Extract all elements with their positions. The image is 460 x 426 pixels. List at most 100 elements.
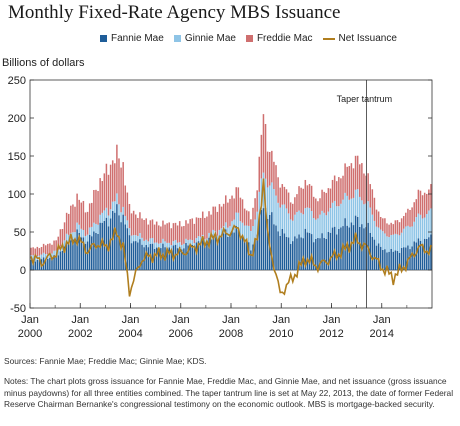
bar-fannie <box>271 212 273 270</box>
bar-fannie <box>225 229 227 270</box>
bar-fannie <box>371 236 374 270</box>
bar-ginnie <box>141 237 143 245</box>
bar-fannie <box>170 249 173 270</box>
bar-freddie <box>44 245 47 255</box>
bar-freddie <box>260 134 263 179</box>
bar-fannie <box>80 237 83 270</box>
bar-ginnie <box>279 207 281 236</box>
bar-fannie <box>386 252 388 270</box>
bar-fannie <box>243 240 246 270</box>
bar-ginnie <box>392 234 395 252</box>
bar-ginnie <box>42 252 45 258</box>
bar-fannie <box>229 235 231 270</box>
bar-fannie <box>304 228 307 270</box>
bar-ginnie <box>126 220 129 229</box>
bar-ginnie <box>158 243 160 249</box>
bar-ginnie <box>361 200 363 225</box>
legend-swatch-freddie <box>245 35 253 42</box>
bar-fannie <box>130 243 133 270</box>
bar-ginnie <box>178 242 181 247</box>
bar-ginnie <box>423 217 426 239</box>
bar-ginnie <box>409 226 411 250</box>
bar-ginnie <box>371 214 374 237</box>
y-tick-label: 250 <box>8 75 26 87</box>
bar-freddie <box>245 210 248 226</box>
x-tick-label-month: Jan <box>373 314 391 326</box>
bar-freddie <box>40 246 43 255</box>
bar-freddie <box>212 206 214 230</box>
bar-freddie <box>195 217 198 239</box>
bar-freddie <box>82 200 85 231</box>
bar-fannie <box>199 242 202 270</box>
bar-freddie <box>415 199 418 218</box>
bar-freddie <box>76 193 78 223</box>
bar-freddie <box>197 217 200 237</box>
bar-fannie <box>162 243 164 270</box>
bar-ginnie <box>168 242 170 248</box>
bar-freddie <box>373 197 376 221</box>
bar-ginnie <box>317 218 319 238</box>
bar-ginnie <box>105 207 108 218</box>
bar-ginnie <box>145 239 147 245</box>
bar-freddie <box>354 155 357 190</box>
bar-freddie <box>361 163 363 201</box>
bar-ginnie <box>413 221 415 242</box>
bar-freddie <box>277 177 279 203</box>
bar-freddie <box>317 201 319 219</box>
bar-fannie <box>88 234 91 270</box>
bar-fannie <box>377 243 380 270</box>
bar-freddie <box>428 189 430 211</box>
bar-fannie <box>340 227 342 270</box>
x-tick-label-month: Jan <box>71 314 89 326</box>
bar-ginnie <box>356 189 359 217</box>
bar-freddie <box>367 173 369 202</box>
bar-ginnie <box>243 225 246 241</box>
bar-ginnie <box>107 215 110 227</box>
bar-fannie <box>415 242 418 270</box>
bar-freddie <box>235 187 237 213</box>
bar-freddie <box>97 191 99 225</box>
bar-freddie <box>331 179 334 203</box>
bar-fannie <box>49 257 51 270</box>
bar-fannie <box>359 226 361 270</box>
bar-fannie <box>193 248 196 270</box>
bar-freddie <box>78 199 80 225</box>
x-tick-label-year: 2000 <box>18 328 42 340</box>
bar-ginnie <box>99 214 101 223</box>
bar-fannie <box>237 229 240 270</box>
bar-ginnie <box>338 206 340 229</box>
legend-label-net: Net Issuance <box>338 33 397 44</box>
bar-freddie <box>93 190 95 223</box>
bar-ginnie <box>271 182 273 213</box>
bar-freddie <box>346 166 348 196</box>
bar-freddie <box>122 162 124 207</box>
bar-fannie <box>369 232 371 270</box>
y-tick-label: 50 <box>14 227 26 239</box>
bar-fannie <box>346 225 348 270</box>
bar-freddie <box>312 196 315 219</box>
bar-fannie <box>78 232 80 270</box>
bar-ginnie <box>359 196 361 227</box>
bar-ginnie <box>294 214 296 237</box>
bar-freddie <box>72 204 74 233</box>
bar-fannie <box>317 237 319 270</box>
bar-ginnie <box>212 229 214 236</box>
bar-freddie <box>204 217 206 240</box>
bar-ginnie <box>348 199 351 228</box>
bar-ginnie <box>32 255 34 261</box>
bar-freddie <box>61 229 64 246</box>
bar-ginnie <box>411 226 413 247</box>
bar-freddie <box>250 219 252 231</box>
bar-freddie <box>126 192 129 221</box>
bar-ginnie <box>390 235 392 249</box>
bar-fannie <box>292 241 294 270</box>
bar-freddie <box>42 243 45 253</box>
bar-fannie <box>308 232 311 270</box>
bar-freddie <box>384 218 386 234</box>
bar-freddie <box>116 144 118 194</box>
bar-ginnie <box>394 233 397 251</box>
bar-ginnie <box>306 207 309 233</box>
bar-fannie <box>114 212 116 270</box>
bar-freddie <box>310 185 313 211</box>
bar-fannie <box>201 240 204 270</box>
